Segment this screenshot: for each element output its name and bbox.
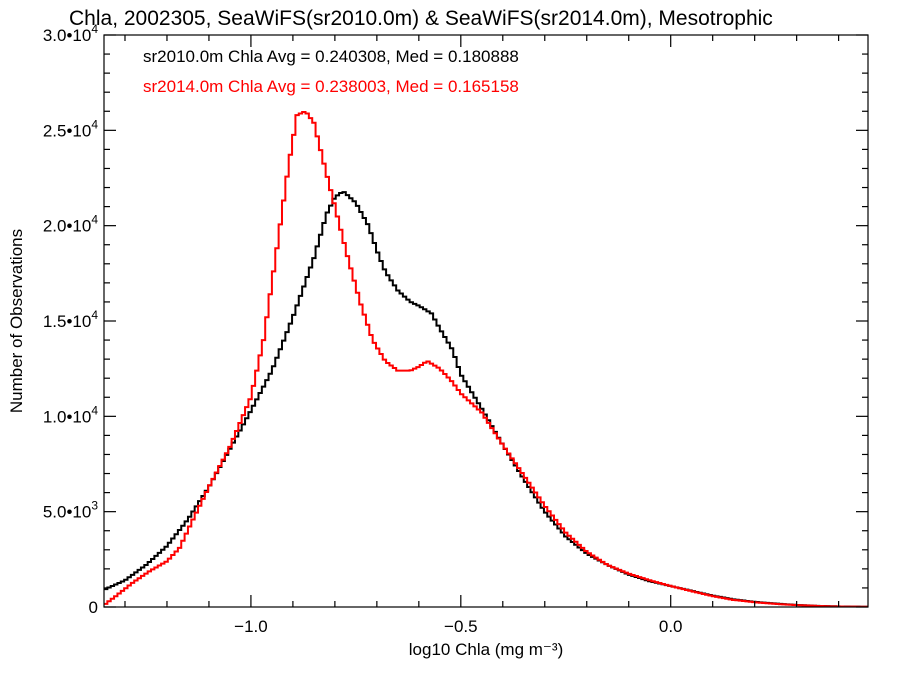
legend-entry-sr2010: sr2010.0m Chla Avg = 0.240308, Med = 0.1… (143, 47, 519, 66)
x-tick-label: 0.0 (659, 617, 683, 636)
y-tick-label: 3.0•104 (43, 22, 99, 45)
y-axis-label: Number of Observations (7, 229, 26, 413)
series-line-1 (104, 111, 868, 607)
y-tick-label: 2.0•104 (43, 213, 99, 236)
plot-frame (103, 34, 869, 608)
y-tick-label: 2.5•104 (43, 117, 99, 140)
chart-title: Chla, 2002305, SeaWiFS(sr2010.0m) & SeaW… (69, 7, 773, 30)
series-line-0 (104, 191, 868, 607)
tick-layer: −1.0 −0.5 0.0 0 5.0•103 1.0•104 1.5•104 2.0•104… (43, 22, 868, 636)
y-tick-label: 1.0•104 (43, 403, 99, 426)
series-layer (104, 111, 868, 607)
y-tick-label: 5.0•103 (43, 499, 99, 522)
y-tick-label: 1.5•104 (43, 308, 99, 331)
x-tick-label: −0.5 (444, 617, 478, 636)
x-axis-label: log10 Chla (mg m⁻³) (409, 640, 563, 659)
x-tick-label: −1.0 (234, 617, 268, 636)
legend-entry-sr2014: sr2014.0m Chla Avg = 0.238003, Med = 0.1… (143, 77, 519, 96)
y-tick-label: 0 (89, 598, 98, 617)
